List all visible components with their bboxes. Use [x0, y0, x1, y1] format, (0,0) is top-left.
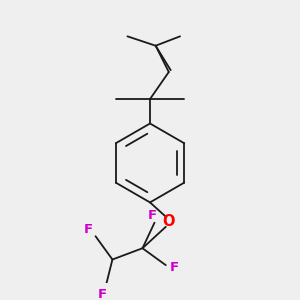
- Text: O: O: [163, 214, 175, 229]
- Text: F: F: [148, 209, 157, 222]
- Text: F: F: [97, 288, 106, 300]
- Text: F: F: [84, 223, 93, 236]
- Text: F: F: [169, 260, 178, 274]
